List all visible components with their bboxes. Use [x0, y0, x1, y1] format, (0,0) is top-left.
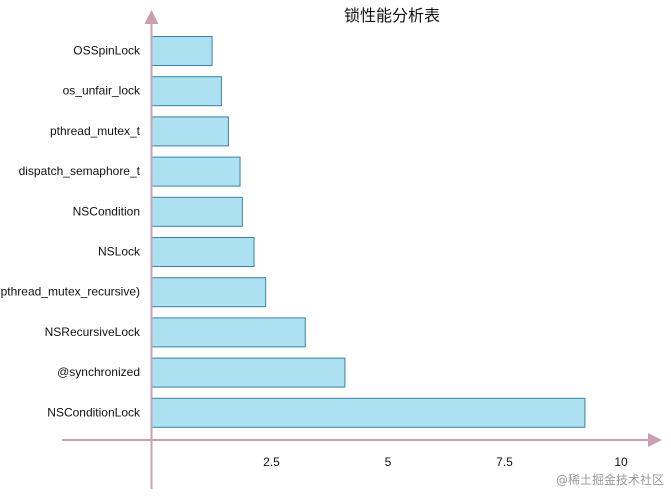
bar-nsrecursivelock: [151, 317, 306, 348]
ticks-layer: 2.5 5 7.5 10: [263, 455, 628, 469]
category-label: dispatch_semaphore_t: [19, 164, 141, 178]
bar-dispatch-semaphore-t: [151, 156, 241, 187]
axes-layer: [62, 10, 662, 489]
bar-nscondition: [151, 196, 243, 227]
bar-osspinlock: [151, 36, 213, 66]
bar-os-unfair-lock: [151, 76, 222, 107]
x-tick-label: 7.5: [496, 455, 513, 469]
category-label: NSLock: [98, 245, 141, 259]
chart-title: 锁性能分析表: [344, 6, 440, 25]
bar-nslock: [151, 237, 255, 267]
y-axis-arrow-icon: [144, 10, 159, 24]
category-label: NSRecursiveLock: [45, 325, 141, 339]
category-label: os_unfair_lock: [63, 84, 141, 98]
bars-layer: OSSpinLock os_unfair_lock pthread_mutex_td…: [1, 36, 586, 428]
category-label: NSCondition: [73, 204, 140, 218]
bar-pthread-mutex-recursive: [151, 277, 267, 308]
watermark: @稀土掘金技术社区: [556, 472, 664, 487]
category-label: pthread_mutex_t: [50, 124, 141, 138]
bar-pthread-mutex-t: [151, 116, 229, 147]
x-axis-arrow-icon: [648, 433, 662, 447]
category-label: NSConditionLock: [47, 405, 141, 419]
bar-synchronized: [151, 357, 346, 388]
category-label: @synchronized: [57, 365, 140, 379]
x-tick-label: 10: [614, 455, 628, 469]
bar-nsconditionlock: [151, 397, 586, 428]
category-label: pthread_mutex_recursive): [1, 285, 140, 299]
x-tick-label: 5: [385, 455, 392, 469]
category-label: OSSpinLock: [73, 44, 141, 58]
x-tick-label: 2.5: [263, 455, 280, 469]
